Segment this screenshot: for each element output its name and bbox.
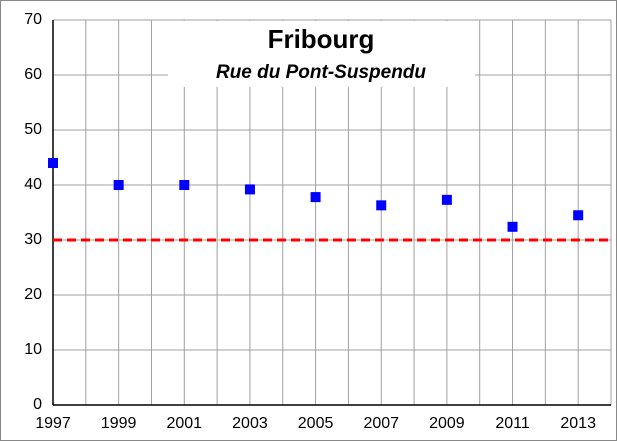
x-tick-label: 1999 <box>101 415 137 432</box>
x-tick-label: 2003 <box>232 415 268 432</box>
point <box>507 221 518 232</box>
point <box>441 194 452 205</box>
x-tick-label: 2013 <box>560 415 596 432</box>
x-tick-label: 2001 <box>166 415 202 432</box>
y-tick-label: 20 <box>24 286 42 303</box>
chart-title: Fribourg <box>268 24 375 54</box>
x-tick-label: 2007 <box>363 415 399 432</box>
x-tick-label: 2011 <box>495 415 530 432</box>
point <box>48 158 58 168</box>
y-tick-label: 70 <box>24 11 42 28</box>
title-box <box>168 21 475 87</box>
point <box>376 200 387 211</box>
point <box>310 192 321 203</box>
point <box>244 184 255 195</box>
y-tick-label: 40 <box>24 176 42 193</box>
point <box>573 210 584 221</box>
y-tick-label: 10 <box>24 341 42 358</box>
point <box>113 180 124 190</box>
chart-subtitle: Rue du Pont-Suspendu <box>216 62 426 83</box>
y-tick-label: 30 <box>24 231 42 248</box>
y-tick-label: 0 <box>33 396 42 413</box>
point <box>179 180 190 190</box>
y-tick-label: 60 <box>24 66 42 83</box>
x-tick-label: 2009 <box>429 415 465 432</box>
y-tick-label: 50 <box>24 121 42 138</box>
x-tick-label: 1997 <box>35 415 71 432</box>
x-tick-label: 2005 <box>298 415 334 432</box>
